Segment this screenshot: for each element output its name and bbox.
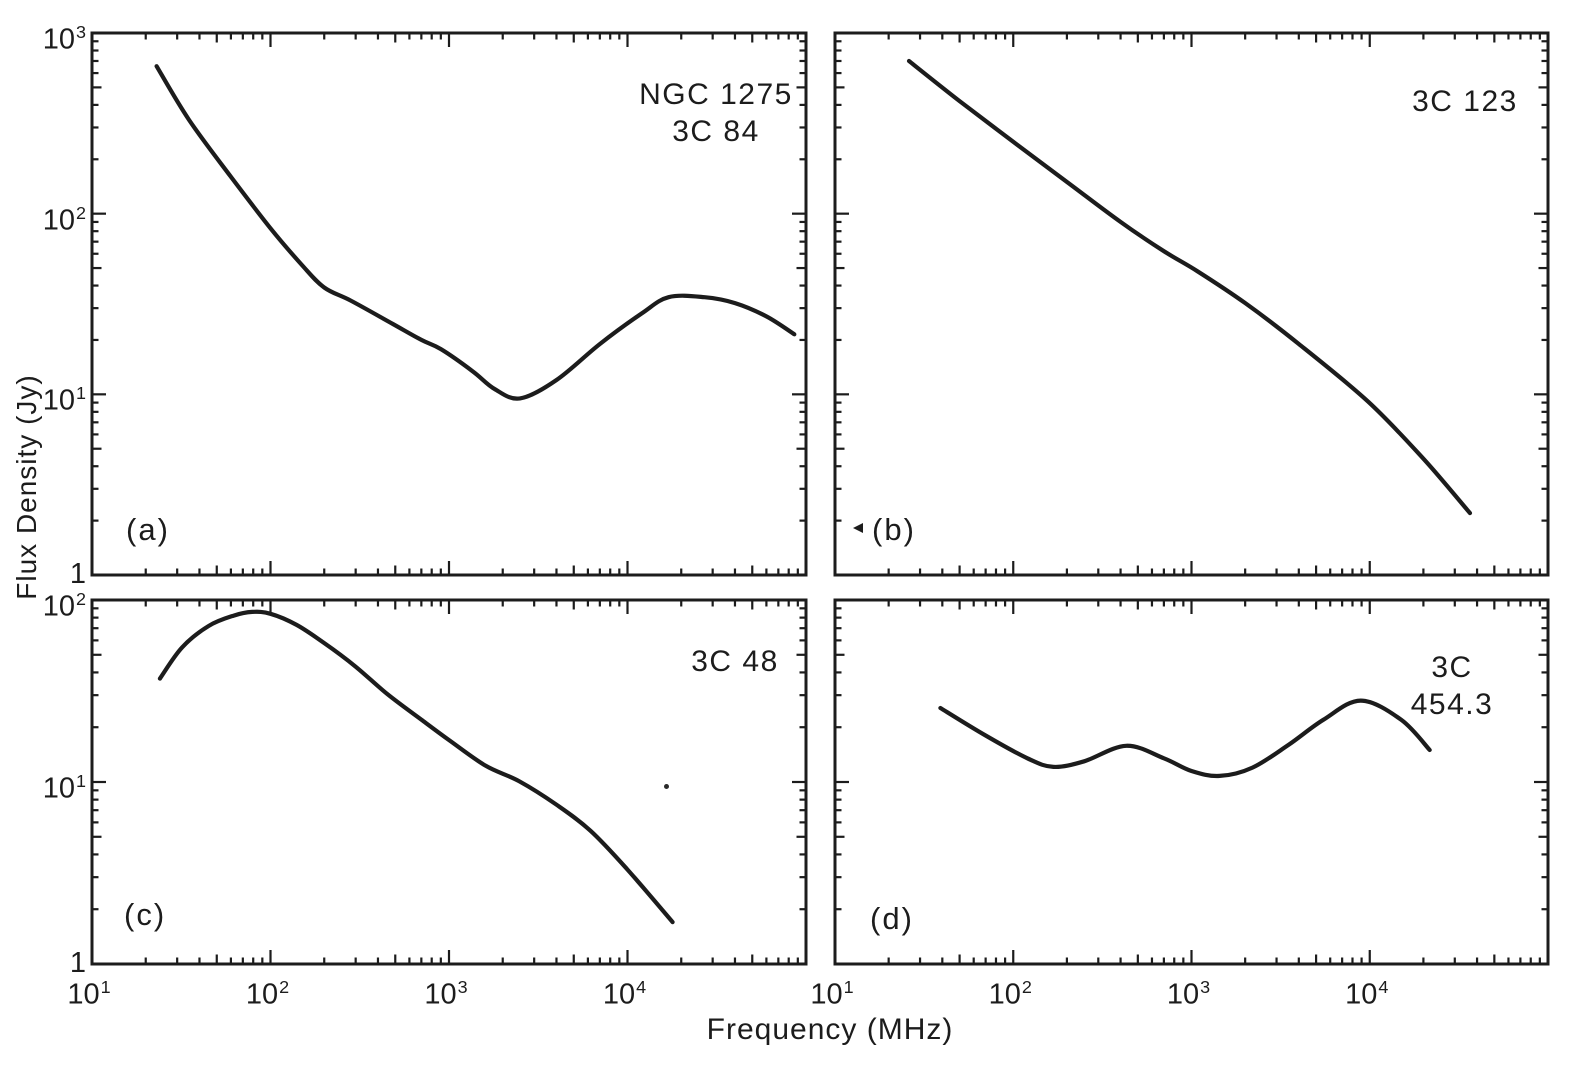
panel-c-source-label: 3C 48 (691, 645, 779, 678)
y-axis-tick-label: 1 (69, 947, 86, 979)
panel-a-spectrum-curve (154, 64, 797, 401)
y-axis-tick-label: 101 (42, 771, 86, 805)
y-axis-tick-label: 102 (42, 202, 86, 237)
panel-d-source-label: 3C 454.3 (1410, 651, 1494, 721)
x-axis-tick-label: 104 (602, 977, 647, 1011)
y-axis-tick-label: 102 (42, 589, 86, 623)
x-axis-tick-label: 103 (424, 977, 468, 1011)
panel-c (90, 598, 808, 966)
x-axis-title: Frequency (MHz) (706, 1013, 954, 1046)
panel-b (833, 31, 1550, 577)
y-axis-title: Flux Density (Jy) (11, 374, 42, 600)
panel-b-letter: (b) (872, 512, 916, 547)
panel-c-letter: (c) (124, 897, 167, 932)
panel-a-ticks (90, 31, 808, 577)
panel-d-letter: (d) (870, 901, 914, 936)
x-axis-tick-label: 101 (67, 977, 111, 1011)
x-axis-tick-label: 102 (245, 977, 290, 1011)
panel-c-spectrum-curve (157, 609, 675, 925)
y-axis-tick-label: 1 (69, 558, 86, 590)
panel-a (90, 31, 808, 577)
panel-a-letter: (a) (126, 512, 170, 547)
x-axis-tick-label: 104 (1345, 977, 1389, 1011)
panel-b-ticks (833, 31, 1550, 577)
x-axis-tick-label: 101 (810, 977, 854, 1011)
y-axis-tick-label: 101 (42, 383, 86, 417)
x-axis-tick-label: 103 (1166, 977, 1211, 1011)
panel-b-spectrum-curve (906, 58, 1473, 516)
y-axis-tick-label: 103 (42, 22, 86, 56)
panel-d-ticks (833, 598, 1550, 966)
scan-ink-speck-artifact (853, 523, 863, 533)
x-axis-tick-label: 102 (988, 977, 1032, 1011)
panel-d (833, 598, 1550, 966)
panel-d-spectrum-curve (938, 698, 1432, 779)
panel-a-source-label: NGC 1275 3C 84 (639, 78, 793, 148)
scan-dot-speck-artifact (664, 784, 669, 789)
panel-c-ticks (90, 598, 808, 966)
panel-b-source-label: 3C 123 (1412, 85, 1518, 118)
